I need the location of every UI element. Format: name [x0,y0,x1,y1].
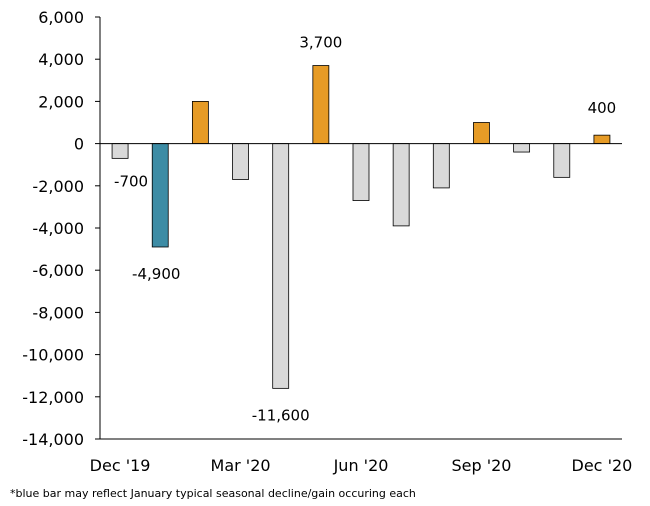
data-label: -11,600 [252,406,310,424]
y-axis: 6,000 4,000 2,000 0 -2,000 -4,000 -6,000 -8,000… [22,8,101,449]
bar-aug-20 [432,143,450,189]
y-tick-label: -8,000 [32,303,84,322]
y-tick-label: -2,000 [32,177,84,196]
bar-dec-19 [111,143,129,159]
bar-jan-20 [151,143,169,248]
bar-jun-20 [352,143,370,201]
y-tick-label: -6,000 [32,261,84,280]
data-label: -4,900 [132,265,180,283]
y-tick-label: -10,000 [22,346,84,365]
x-tick-label: Sep '20 [451,456,511,475]
y-tick-label: 2,000 [38,92,84,111]
bar-oct-20 [513,143,531,153]
bar-may-20 [312,65,330,144]
bar-feb-20 [191,101,209,145]
bar-apr-20 [272,143,290,389]
x-tick-label: Mar '20 [211,456,271,475]
bar-jul-20 [392,143,410,227]
bar-sep-20 [473,122,490,145]
data-label: -700 [114,172,148,190]
y-tick-label: -4,000 [32,219,84,238]
x-tick-label: Dec '20 [572,456,633,475]
bar-mar-20 [232,143,249,180]
footnote: *blue bar may reflect January typical se… [10,487,416,500]
y-tick-label: 4,000 [38,50,84,69]
y-tick-label: -14,000 [22,430,84,449]
x-axis: Dec '19 Mar '20 Jun '20 Sep '20 Dec '20 [90,438,633,475]
x-tick-label: Jun '20 [333,456,389,475]
x-tick-label: Dec '19 [90,456,151,475]
bar-nov-20 [553,143,571,178]
data-label: 400 [588,99,617,117]
data-label: 3,700 [299,34,342,52]
data-labels: -700 -4,900 -11,600 3,700 400 [114,34,616,425]
bar-dec-20 [593,134,611,145]
y-tick-label: 6,000 [38,8,84,27]
bars [111,65,611,389]
y-tick-label: -12,000 [22,388,84,407]
bar-chart: 6,000 4,000 2,000 0 -2,000 -4,000 -6,000 -8,000… [22,8,633,475]
y-tick-label: 0 [74,135,84,154]
